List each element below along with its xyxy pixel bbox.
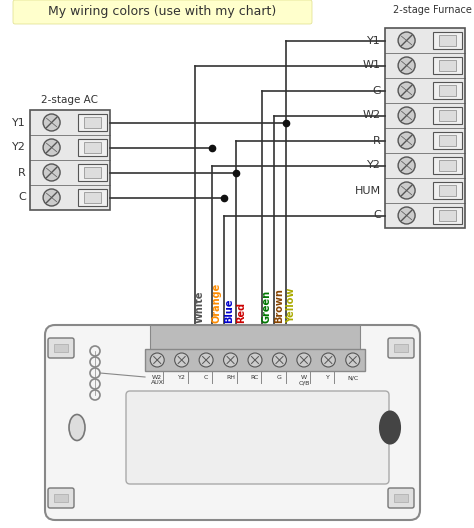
Bar bbox=[439, 185, 456, 196]
Text: G: G bbox=[373, 86, 381, 96]
Text: C: C bbox=[373, 211, 381, 221]
Bar bbox=[84, 117, 101, 128]
Circle shape bbox=[398, 32, 415, 49]
Circle shape bbox=[43, 189, 60, 206]
Circle shape bbox=[43, 164, 60, 181]
Text: Y: Y bbox=[327, 375, 330, 380]
Bar bbox=[439, 210, 456, 221]
Bar bbox=[439, 110, 456, 121]
Circle shape bbox=[398, 157, 415, 174]
Bar bbox=[439, 35, 456, 46]
Text: Y2: Y2 bbox=[367, 161, 381, 171]
Bar bbox=[54, 344, 68, 352]
Circle shape bbox=[398, 82, 415, 99]
Bar bbox=[54, 494, 68, 502]
Circle shape bbox=[398, 107, 415, 124]
Bar bbox=[439, 161, 456, 171]
Circle shape bbox=[43, 139, 60, 156]
Text: Orange: Orange bbox=[212, 283, 222, 323]
Circle shape bbox=[398, 132, 415, 149]
Text: W2
AUX: W2 AUX bbox=[151, 375, 164, 385]
Bar bbox=[433, 107, 462, 124]
Text: 2-stage AC: 2-stage AC bbox=[42, 95, 99, 105]
FancyBboxPatch shape bbox=[13, 0, 312, 24]
Bar bbox=[30, 110, 110, 210]
Text: Y2: Y2 bbox=[12, 143, 26, 153]
Bar bbox=[394, 344, 408, 352]
Text: Smart Si Thermostat: Smart Si Thermostat bbox=[50, 409, 158, 419]
Circle shape bbox=[321, 353, 335, 367]
Bar bbox=[84, 142, 101, 153]
Text: Brown: Brown bbox=[274, 288, 284, 323]
Circle shape bbox=[398, 182, 415, 199]
Text: R: R bbox=[373, 136, 381, 146]
Bar bbox=[439, 85, 456, 96]
Bar bbox=[150, 325, 360, 351]
Bar bbox=[439, 135, 456, 146]
Text: Y2: Y2 bbox=[178, 375, 186, 380]
FancyBboxPatch shape bbox=[48, 488, 74, 508]
Text: Yellow: Yellow bbox=[286, 288, 296, 323]
Text: My wiring colors (use with my chart): My wiring colors (use with my chart) bbox=[48, 5, 276, 18]
FancyBboxPatch shape bbox=[126, 391, 389, 484]
Circle shape bbox=[398, 207, 415, 224]
Bar bbox=[433, 32, 462, 49]
Bar bbox=[145, 349, 365, 371]
Bar bbox=[439, 60, 456, 71]
Text: RC: RC bbox=[251, 375, 259, 380]
Ellipse shape bbox=[380, 411, 400, 444]
Bar bbox=[433, 132, 462, 149]
Text: C: C bbox=[18, 193, 26, 203]
Bar bbox=[78, 188, 107, 206]
Text: Y1: Y1 bbox=[367, 35, 381, 45]
Bar bbox=[78, 139, 107, 156]
Circle shape bbox=[297, 353, 311, 367]
Text: Y1: Y1 bbox=[12, 118, 26, 127]
Circle shape bbox=[346, 353, 360, 367]
Bar bbox=[84, 192, 101, 203]
Bar bbox=[433, 82, 462, 99]
Text: White: White bbox=[195, 290, 205, 323]
Text: Blue: Blue bbox=[224, 298, 234, 323]
Text: C: C bbox=[204, 375, 208, 380]
Text: 2-stage Furnace: 2-stage Furnace bbox=[393, 5, 472, 15]
Bar bbox=[78, 114, 107, 131]
Bar bbox=[433, 182, 462, 199]
Circle shape bbox=[150, 353, 164, 367]
Text: RH: RH bbox=[226, 375, 235, 380]
Circle shape bbox=[398, 57, 415, 74]
Circle shape bbox=[174, 353, 189, 367]
Text: W
O/B: W O/B bbox=[298, 375, 310, 385]
Bar bbox=[78, 164, 107, 181]
FancyBboxPatch shape bbox=[388, 338, 414, 358]
Circle shape bbox=[248, 353, 262, 367]
Bar bbox=[84, 167, 101, 178]
Circle shape bbox=[199, 353, 213, 367]
Ellipse shape bbox=[69, 414, 85, 440]
Text: Green: Green bbox=[262, 290, 272, 323]
Text: W1: W1 bbox=[363, 61, 381, 71]
Bar bbox=[433, 157, 462, 174]
Text: W2: W2 bbox=[363, 110, 381, 120]
Circle shape bbox=[43, 114, 60, 131]
FancyBboxPatch shape bbox=[45, 325, 420, 520]
Bar bbox=[433, 207, 462, 224]
Text: Red: Red bbox=[236, 302, 246, 323]
Text: HUM: HUM bbox=[355, 185, 381, 195]
Text: R: R bbox=[18, 167, 26, 177]
Circle shape bbox=[224, 353, 237, 367]
Text: G: G bbox=[277, 375, 282, 380]
Bar bbox=[433, 56, 462, 74]
FancyBboxPatch shape bbox=[388, 488, 414, 508]
Bar bbox=[385, 28, 465, 228]
Text: N/C: N/C bbox=[347, 375, 358, 380]
FancyBboxPatch shape bbox=[48, 338, 74, 358]
Circle shape bbox=[273, 353, 286, 367]
Bar bbox=[394, 494, 408, 502]
